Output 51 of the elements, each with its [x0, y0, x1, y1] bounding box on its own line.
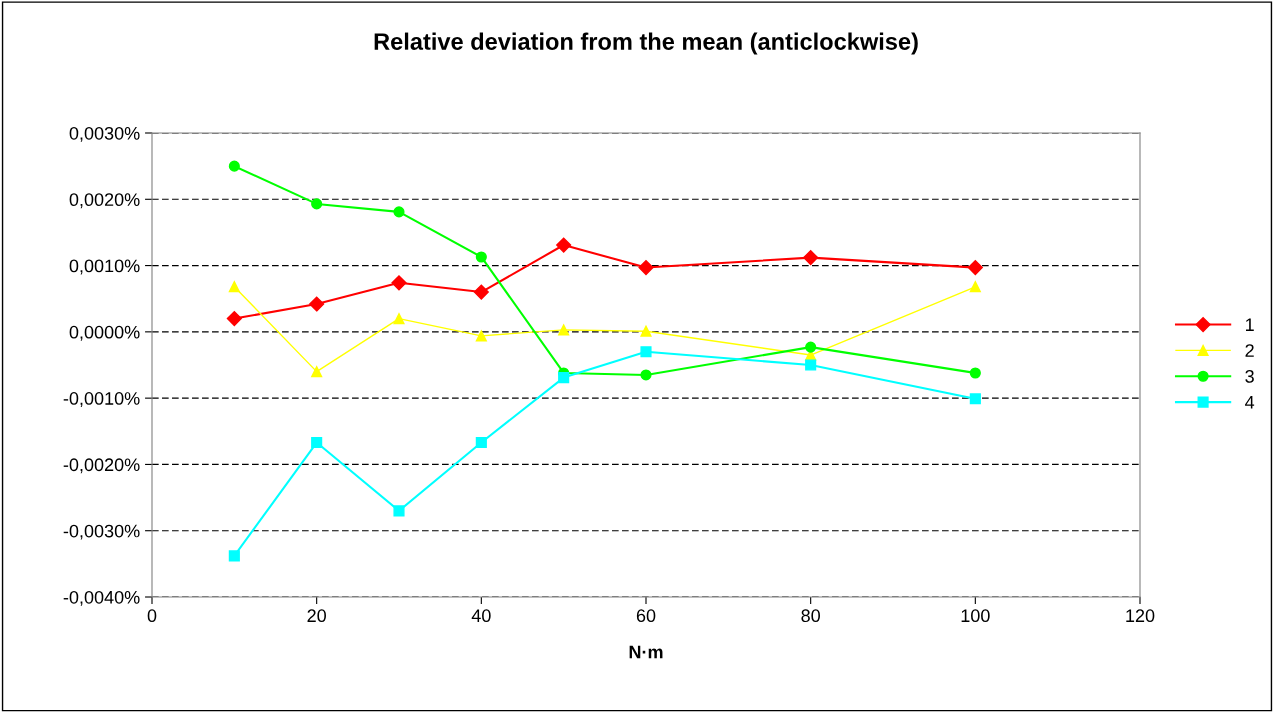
- y-tick-label: -0,0030%: [63, 524, 140, 540]
- y-tick-label: -0,0040%: [63, 590, 140, 606]
- point: [393, 313, 405, 325]
- point: [475, 251, 487, 263]
- point: [228, 281, 240, 293]
- x-tick-label: 40: [471, 609, 491, 623]
- point: [640, 369, 652, 381]
- y-tick-label: 0,0030%: [69, 126, 140, 142]
- legend-label: 3: [1245, 369, 1254, 383]
- y-tick-label: -0,0010%: [63, 392, 140, 407]
- point: [473, 284, 489, 300]
- point: [228, 550, 240, 562]
- x-tick-label: 60: [636, 609, 656, 623]
- x-axis-title: N·m: [629, 645, 663, 659]
- point: [311, 436, 323, 449]
- point: [393, 206, 405, 218]
- point: [558, 372, 570, 384]
- x-tick-label: 120: [1126, 609, 1155, 623]
- point: [556, 237, 572, 253]
- y-tick-label: 0,0020%: [69, 193, 140, 209]
- x-tick-label: 80: [801, 609, 820, 623]
- point: [228, 160, 240, 172]
- y-tick-label: 0,0010%: [69, 259, 140, 275]
- point: [475, 330, 487, 342]
- point: [805, 359, 817, 371]
- point: [311, 366, 323, 378]
- x-tick-label: 0: [147, 609, 157, 623]
- point: [969, 367, 981, 379]
- x-tick-label: 20: [307, 609, 326, 623]
- point: [805, 341, 817, 353]
- point: [640, 346, 652, 358]
- point: [391, 275, 407, 291]
- point: [640, 325, 652, 337]
- legend-label: 2: [1245, 344, 1254, 357]
- y-tick-label: -0,0020%: [63, 458, 140, 474]
- x-tick-label: 100: [961, 609, 990, 623]
- point: [311, 198, 323, 210]
- point: [558, 324, 570, 336]
- point: [803, 250, 819, 266]
- y-tick-label: 0,0000%: [69, 325, 140, 341]
- legend-label: 4: [1245, 396, 1255, 409]
- chart-title: Relative deviation from the mean (anticlockwise): [374, 32, 918, 55]
- point: [393, 505, 405, 517]
- point: [475, 436, 487, 449]
- point: [969, 281, 981, 293]
- legend-label: 1: [1246, 318, 1254, 331]
- point: [226, 311, 242, 327]
- point: [309, 296, 325, 312]
- point: [967, 259, 983, 276]
- point: [969, 393, 981, 405]
- point: [638, 259, 654, 276]
